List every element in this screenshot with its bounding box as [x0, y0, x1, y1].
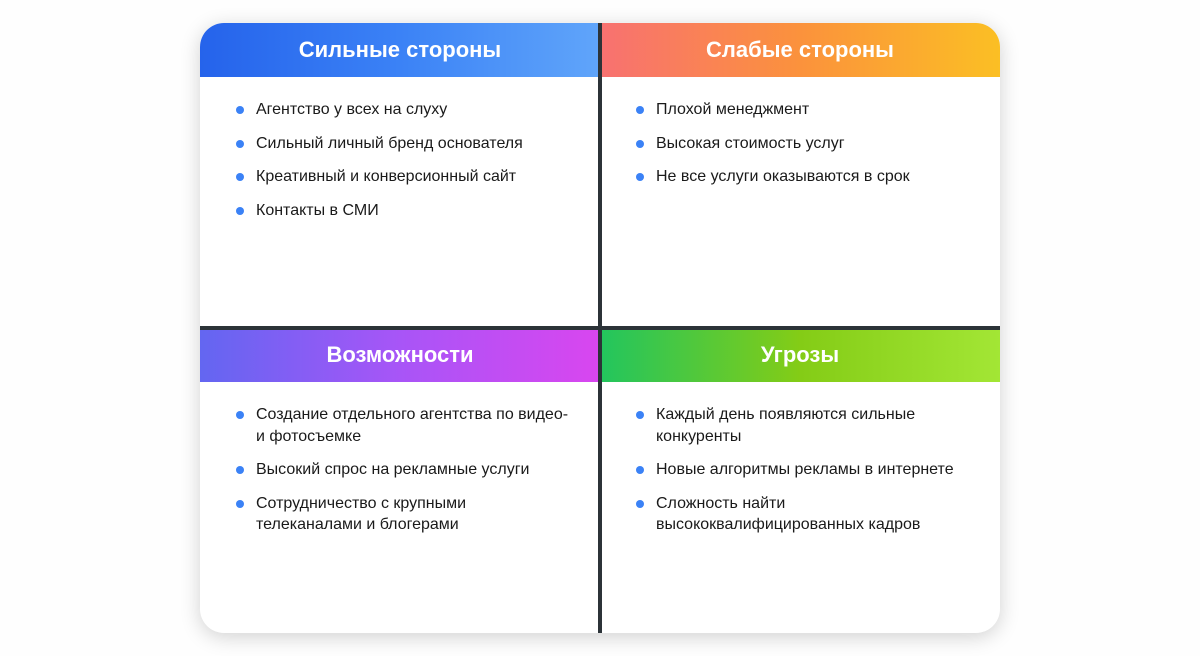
- header-opportunities: Возможности: [200, 328, 600, 382]
- quadrant-weaknesses: Слабые стороны Плохой менеджмент Высокая …: [600, 23, 1000, 328]
- body-threats: Каждый день появляются сильные конкурент…: [600, 382, 1000, 633]
- list-item: Новые алгоритмы рекламы в интернете: [636, 459, 972, 481]
- list-item: Сложность найти высококвалифицированных …: [636, 493, 972, 536]
- list-strengths: Агентство у всех на слуху Сильный личный …: [236, 99, 572, 221]
- horizontal-divider: [200, 326, 1000, 330]
- header-threats-title: Угрозы: [761, 342, 839, 368]
- list-item: Сотрудничество с крупными телеканалами и…: [236, 493, 572, 536]
- list-item: Плохой менеджмент: [636, 99, 972, 121]
- header-weaknesses: Слабые стороны: [600, 23, 1000, 77]
- header-strengths: Сильные стороны: [200, 23, 600, 77]
- quadrant-threats: Угрозы Каждый день появляются сильные ко…: [600, 328, 1000, 633]
- header-threats: Угрозы: [600, 328, 1000, 382]
- swot-card: Сильные стороны Агентство у всех на слух…: [200, 23, 1000, 633]
- body-strengths: Агентство у всех на слуху Сильный личный …: [200, 77, 600, 328]
- list-item: Высокий спрос на рекламные услуги: [236, 459, 572, 481]
- list-item: Не все услуги оказываются в срок: [636, 166, 972, 188]
- body-opportunities: Создание отдельного агентства по видео- …: [200, 382, 600, 633]
- list-item: Создание отдельного агентства по видео- …: [236, 404, 572, 447]
- list-threats: Каждый день появляются сильные конкурент…: [636, 404, 972, 536]
- list-weaknesses: Плохой менеджмент Высокая стоимость услуг…: [636, 99, 972, 188]
- list-opportunities: Создание отдельного агентства по видео- …: [236, 404, 572, 536]
- header-weaknesses-title: Слабые стороны: [706, 37, 894, 63]
- list-item: Каждый день появляются сильные конкурент…: [636, 404, 972, 447]
- list-item: Агентство у всех на слуху: [236, 99, 572, 121]
- header-strengths-title: Сильные стороны: [299, 37, 501, 63]
- header-opportunities-title: Возможности: [326, 342, 473, 368]
- quadrant-strengths: Сильные стороны Агентство у всех на слух…: [200, 23, 600, 328]
- list-item: Высокая стоимость услуг: [636, 133, 972, 155]
- quadrant-opportunities: Возможности Создание отдельного агентств…: [200, 328, 600, 633]
- list-item: Контакты в СМИ: [236, 200, 572, 222]
- list-item: Креативный и конверсионный сайт: [236, 166, 572, 188]
- list-item: Сильный личный бренд основателя: [236, 133, 572, 155]
- body-weaknesses: Плохой менеджмент Высокая стоимость услуг…: [600, 77, 1000, 328]
